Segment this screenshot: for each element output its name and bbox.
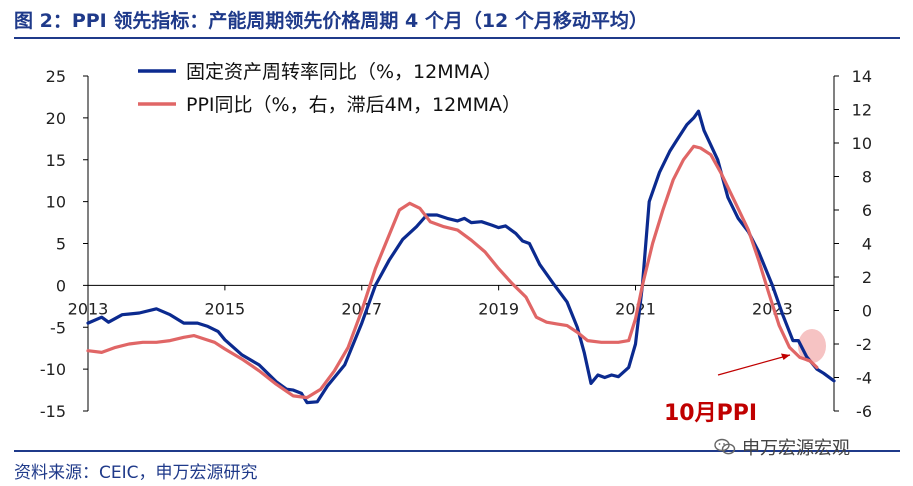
y-left-tick-label: -15 [40, 402, 66, 421]
y-right-tick-label: 10 [852, 134, 872, 153]
x-tick-label: 2021 [615, 299, 656, 318]
annotation-label: 10月PPI [664, 401, 757, 426]
y-right-tick-label: -6 [856, 402, 872, 421]
y-left-tick-label: 25 [46, 67, 66, 86]
watermark: 申万宏源宏观 [714, 434, 850, 460]
wechat-icon [714, 438, 736, 455]
y-right-tick-label: 6 [862, 201, 872, 220]
legend-label: 固定资产周转率同比（%，12MMA） [186, 61, 502, 83]
y-left-tick-label: 15 [46, 151, 66, 170]
y-right-tick-label: 0 [862, 302, 872, 321]
y-left-tick-label: 0 [56, 276, 66, 295]
y-right-tick-label: 8 [862, 168, 872, 187]
y-right-tick-label: -4 [856, 369, 872, 388]
y-right-tick-label: 14 [852, 67, 872, 86]
y-right-tick-label: -2 [856, 335, 872, 354]
source-note: 资料来源：CEIC，申万宏源研究 [14, 463, 258, 483]
annotation-arrow [717, 354, 791, 376]
legend-label: PPI同比（%，右，滞后4M，12MMA） [186, 94, 521, 116]
y-right-tick-label: 4 [862, 235, 872, 254]
annotation-arrowhead [781, 353, 790, 360]
watermark-text: 申万宏源宏观 [742, 438, 850, 459]
x-tick-label: 2015 [205, 299, 246, 318]
y-right-tick-label: 12 [852, 101, 872, 120]
y-right-tick-label: 2 [862, 268, 872, 287]
series-line-asset-turnover [86, 109, 836, 405]
footer-divider [14, 450, 900, 452]
y-left-tick-label: -10 [40, 360, 66, 379]
x-tick-label: 2019 [478, 299, 519, 318]
y-left-tick-label: 10 [46, 193, 66, 212]
chart-title: 图 2：PPI 领先指标：产能周期领先价格周期 4 个月（12 个月移动平均） [14, 10, 648, 32]
title-divider [14, 37, 900, 39]
y-left-tick-label: 20 [46, 109, 66, 128]
x-tick-label: 2013 [68, 299, 109, 318]
y-left-tick-label: -5 [50, 318, 66, 337]
series-line-ppi [86, 144, 819, 400]
y-left-tick-label: 5 [56, 235, 66, 254]
